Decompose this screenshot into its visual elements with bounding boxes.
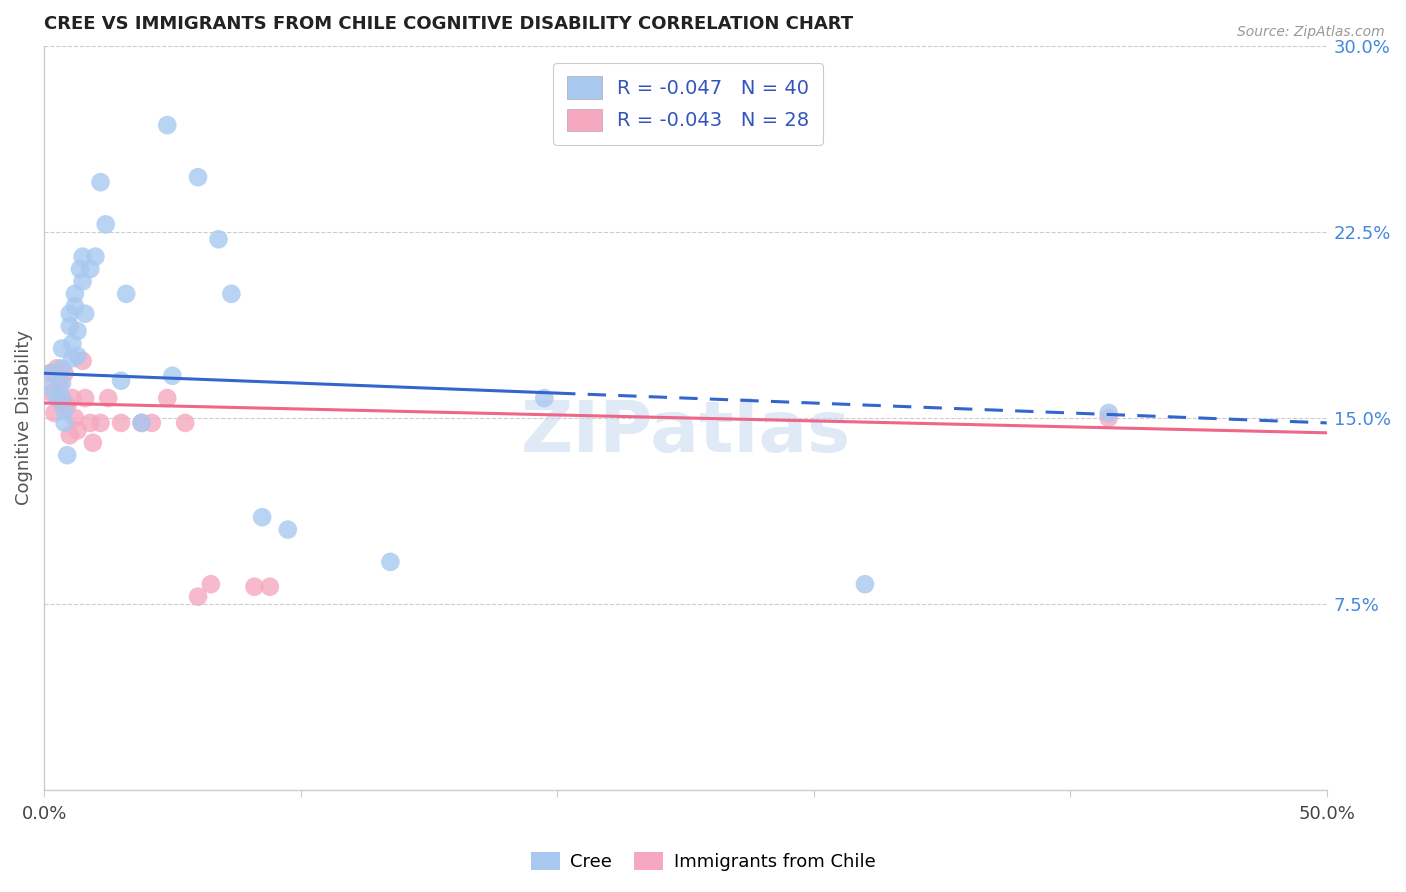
Point — [1098, 411, 1121, 425]
Point — [90, 416, 112, 430]
Point — [41, 386, 63, 401]
Point — [853, 577, 876, 591]
Point — [56, 448, 79, 462]
Point — [59, 307, 82, 321]
Point — [90, 175, 112, 189]
Point — [41, 381, 63, 395]
Point — [51, 396, 73, 410]
Text: Source: ZipAtlas.com: Source: ZipAtlas.com — [1237, 25, 1385, 39]
Point — [97, 391, 120, 405]
Point — [75, 307, 97, 321]
Point — [162, 368, 184, 383]
Point — [156, 118, 179, 132]
Point — [53, 366, 76, 380]
Point — [84, 250, 107, 264]
Point — [250, 510, 273, 524]
Point — [66, 423, 89, 437]
Point — [277, 523, 299, 537]
Point — [94, 218, 117, 232]
Point — [131, 416, 153, 430]
Point — [51, 361, 73, 376]
Point — [207, 232, 229, 246]
Point — [221, 286, 243, 301]
Point — [72, 354, 94, 368]
Legend: R = -0.047   N = 40, R = -0.043   N = 28: R = -0.047 N = 40, R = -0.043 N = 28 — [554, 62, 823, 145]
Point — [38, 366, 60, 380]
Point — [1098, 406, 1121, 420]
Point — [45, 361, 67, 376]
Point — [44, 406, 66, 420]
Point — [79, 416, 101, 430]
Point — [60, 336, 83, 351]
Point — [75, 391, 97, 405]
Point — [41, 366, 63, 380]
Point — [66, 324, 89, 338]
Point — [63, 286, 86, 301]
Point — [66, 349, 89, 363]
Point — [69, 262, 91, 277]
Point — [174, 416, 197, 430]
Point — [82, 435, 104, 450]
Point — [141, 416, 163, 430]
Point — [115, 286, 138, 301]
Point — [51, 391, 73, 405]
Point — [72, 275, 94, 289]
Point — [59, 319, 82, 334]
Text: ZIPatlas: ZIPatlas — [520, 399, 851, 467]
Text: CREE VS IMMIGRANTS FROM CHILE COGNITIVE DISABILITY CORRELATION CHART: CREE VS IMMIGRANTS FROM CHILE COGNITIVE … — [44, 15, 853, 33]
Point — [200, 577, 222, 591]
Point — [243, 580, 266, 594]
Point — [63, 299, 86, 313]
Point — [533, 391, 555, 405]
Point — [53, 416, 76, 430]
Point — [51, 376, 73, 391]
Point — [60, 351, 83, 366]
Point — [56, 399, 79, 413]
Y-axis label: Cognitive Disability: Cognitive Disability — [15, 330, 32, 506]
Point — [45, 391, 67, 405]
Point — [48, 378, 70, 392]
Point — [380, 555, 402, 569]
Point — [156, 391, 179, 405]
Point — [72, 250, 94, 264]
Point — [53, 403, 76, 417]
Point — [110, 416, 132, 430]
Point — [51, 342, 73, 356]
Point — [59, 428, 82, 442]
Point — [63, 411, 86, 425]
Point — [187, 590, 209, 604]
Point — [79, 262, 101, 277]
Point — [187, 170, 209, 185]
Legend: Cree, Immigrants from Chile: Cree, Immigrants from Chile — [523, 845, 883, 879]
Point — [259, 580, 281, 594]
Point — [110, 374, 132, 388]
Point — [60, 391, 83, 405]
Point — [131, 416, 153, 430]
